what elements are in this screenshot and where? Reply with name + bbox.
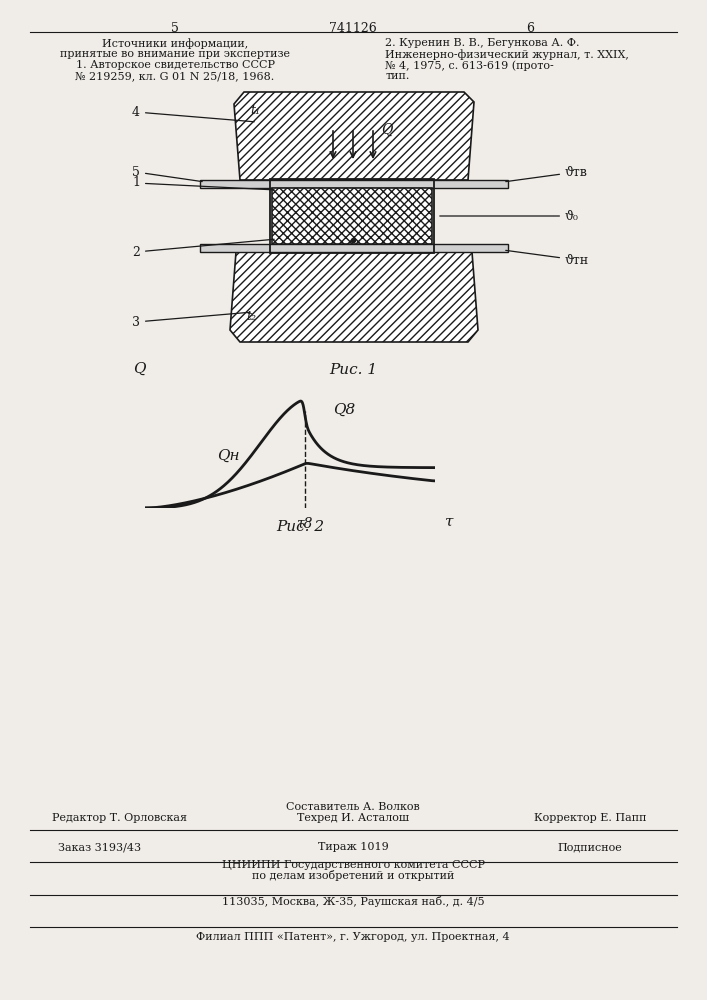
Text: ЦНИИПИ Государственного комитета СССР: ЦНИИПИ Государственного комитета СССР: [221, 860, 484, 870]
Text: t₁: t₁: [250, 104, 260, 117]
Text: t₂: t₂: [246, 310, 256, 323]
Text: 113035, Москва, Ж-35, Раушская наб., д. 4/5: 113035, Москва, Ж-35, Раушская наб., д. …: [222, 896, 484, 907]
Text: Тираж 1019: Тираж 1019: [317, 842, 388, 852]
Text: τ: τ: [445, 514, 454, 528]
Text: по делам изобретений и открытий: по делам изобретений и открытий: [252, 870, 454, 881]
Text: № 4, 1975, с. 613-619 (прото-: № 4, 1975, с. 613-619 (прото-: [385, 60, 554, 71]
Text: 1: 1: [132, 176, 274, 190]
Text: 5: 5: [171, 22, 179, 35]
Text: 741126: 741126: [329, 22, 377, 35]
Polygon shape: [234, 92, 474, 180]
Bar: [200, 180, 508, 188]
Text: принятые во внимание при экспертизе: принятые во внимание при экспертизе: [60, 49, 290, 59]
Text: ϑтн: ϑтн: [506, 250, 589, 266]
Text: Q: Q: [381, 123, 392, 137]
Text: Редактор Т. Орловская: Редактор Т. Орловская: [52, 813, 187, 823]
Text: 3: 3: [132, 312, 250, 328]
Text: 4: 4: [132, 105, 255, 122]
Text: тип.: тип.: [385, 71, 409, 81]
Text: Корректор Е. Папп: Корректор Е. Папп: [534, 813, 646, 823]
Text: Qн: Qн: [218, 449, 240, 463]
Polygon shape: [230, 252, 478, 342]
Text: Техред И. Асталош: Техред И. Асталош: [297, 813, 409, 823]
Text: Подписное: Подписное: [558, 842, 622, 852]
Text: Q: Q: [133, 362, 146, 376]
Text: Инженерно-физический журнал, т. XXIX,: Инженерно-физический журнал, т. XXIX,: [385, 49, 629, 60]
Text: 2. Куренин В. В., Бегункова А. Ф.: 2. Куренин В. В., Бегункова А. Ф.: [385, 38, 580, 48]
Text: ϑтв: ϑтв: [506, 165, 588, 182]
Text: 6: 6: [526, 22, 534, 35]
Text: Q8: Q8: [334, 402, 356, 416]
Bar: [200, 244, 508, 252]
Text: Составитель А. Волков: Составитель А. Волков: [286, 802, 420, 812]
Text: Рис. 1: Рис. 1: [329, 363, 377, 377]
Text: 5: 5: [132, 165, 202, 182]
Text: τ8: τ8: [296, 517, 312, 531]
Text: 1. Авторское свидетельство СССР: 1. Авторское свидетельство СССР: [76, 60, 274, 70]
Text: 2: 2: [132, 239, 274, 258]
Text: Филиал ППП «Патент», г. Ужгород, ул. Проектная, 4: Филиал ППП «Патент», г. Ужгород, ул. Про…: [196, 932, 510, 942]
Bar: [270, 179, 434, 253]
Text: Источники информации,: Источники информации,: [102, 38, 248, 49]
Text: ϑ₀: ϑ₀: [440, 210, 579, 223]
Bar: [272, 188, 432, 244]
Text: № 219259, кл. G 01 N 25/18, 1968.: № 219259, кл. G 01 N 25/18, 1968.: [76, 71, 274, 81]
Text: Рис. 2: Рис. 2: [276, 520, 324, 534]
Text: Заказ 3193/43: Заказ 3193/43: [59, 842, 141, 852]
